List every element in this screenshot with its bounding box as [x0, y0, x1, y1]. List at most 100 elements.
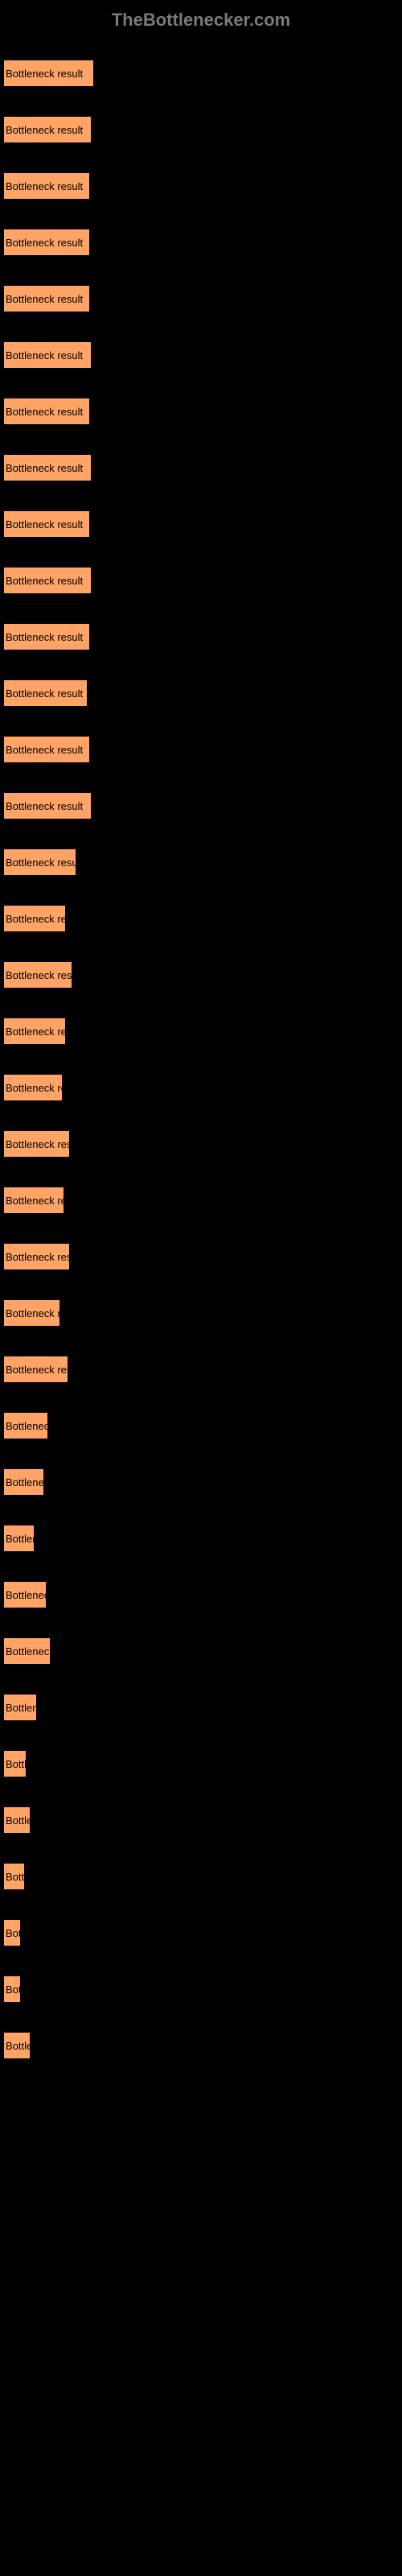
bar-row: Bottleneck result: [3, 1850, 399, 1890]
bar: Bottleneck result: [3, 341, 92, 369]
bar-text: Bottleneck result: [6, 1307, 60, 1319]
bar: Bottleneck result: [3, 2032, 31, 2059]
bar-row: Bottleneck result: [3, 1230, 399, 1270]
bar-text: Bottleneck result: [6, 180, 83, 192]
bar-row: Bottleneck result: [3, 1624, 399, 1665]
bar: Bottleneck result: [3, 1243, 70, 1270]
bar: Bottleneck result: [3, 1581, 47, 1608]
bar-row: Bottleneck result: [3, 159, 399, 200]
bar-label-above: [3, 159, 399, 171]
bar: Bottleneck result: [3, 1525, 35, 1552]
bar: Bottleneck result: [3, 1694, 37, 1721]
bar: Bottleneck result: [3, 172, 90, 200]
bar-row: Bottleneck result: [3, 1568, 399, 1608]
bar-text: Bottleneck result: [6, 1364, 68, 1376]
bar-row: Bottleneck result: [3, 1737, 399, 1777]
bar-text: Bottleneck result: [6, 1589, 47, 1601]
bar-text: Bottleneck result: [6, 1927, 21, 1939]
bar-text: Bottleneck result: [6, 1251, 70, 1263]
bar: Bottleneck result: [3, 116, 92, 143]
bar: Bottleneck result: [3, 736, 90, 763]
bar: Bottleneck result: [3, 1806, 31, 1834]
bar: Bottleneck result: [3, 285, 90, 312]
bar-text: Bottleneck result: [6, 800, 83, 812]
bar-text: Bottleneck result: [6, 1476, 44, 1488]
bar-label-above: [3, 554, 399, 565]
bar-label-above: [3, 1850, 399, 1861]
bar-label-above: [3, 103, 399, 114]
bar-row: Bottleneck result: [3, 836, 399, 876]
bar-text: Bottleneck result: [6, 969, 72, 981]
bar-label-above: [3, 779, 399, 791]
bar: Bottleneck result: [3, 848, 76, 876]
bar: Bottleneck result: [3, 623, 90, 650]
bar: Bottleneck result: [3, 1074, 63, 1101]
bar-label-above: [3, 836, 399, 847]
bar: Bottleneck result: [3, 1919, 21, 1946]
bar: Bottleneck result: [3, 792, 92, 819]
bar-label-above: [3, 1005, 399, 1016]
bar-label-above: [3, 1624, 399, 1636]
bar-row: Bottleneck result: [3, 1005, 399, 1045]
bar-row: Bottleneck result: [3, 723, 399, 763]
bar-label-above: [3, 1794, 399, 1805]
bar-row: Bottleneck result: [3, 1117, 399, 1158]
bar-text: Bottleneck result: [6, 1533, 35, 1545]
bar-label-above: [3, 385, 399, 396]
bar-row: Bottleneck result: [3, 1794, 399, 1834]
bar-text: Bottleneck result: [6, 2040, 31, 2052]
bar-row: Bottleneck result: [3, 667, 399, 707]
bar-label-above: [3, 948, 399, 960]
bar-row: Bottleneck result: [3, 272, 399, 312]
bar-text: Bottleneck result: [6, 913, 66, 925]
bar: Bottleneck result: [3, 1187, 64, 1214]
bar-text: Bottleneck result: [6, 462, 83, 474]
bar: Bottleneck result: [3, 1863, 25, 1890]
bar: Bottleneck result: [3, 1299, 60, 1327]
bar-label-above: [3, 272, 399, 283]
site-title: TheBottlenecker.com: [112, 10, 291, 30]
bar-text: Bottleneck result: [6, 293, 83, 305]
bar-row: Bottleneck result: [3, 216, 399, 256]
bar-text: Bottleneck result: [6, 1871, 25, 1883]
bar: Bottleneck result: [3, 60, 94, 87]
bar-row: Bottleneck result: [3, 497, 399, 538]
bar-label-above: [3, 216, 399, 227]
bar-chart: Bottleneck result Bottleneck result Bottle…: [0, 47, 402, 2059]
bar: Bottleneck result: [3, 679, 88, 707]
bar-row: Bottleneck result: [3, 1174, 399, 1214]
bar-text: Bottleneck result: [6, 857, 76, 869]
bar-text: Bottleneck result: [6, 575, 83, 587]
bar-row: Bottleneck result: [3, 1455, 399, 1496]
bar: Bottleneck result: [3, 1412, 48, 1439]
bar-label-above: [3, 1906, 399, 1918]
bar-row: Bottleneck result: [3, 47, 399, 87]
bar-label-above: [3, 1681, 399, 1692]
bar: Bottleneck result: [3, 1750, 27, 1777]
bar-text: Bottleneck result: [6, 406, 83, 418]
bar-row: Bottleneck result: [3, 1512, 399, 1552]
bar-text: Bottleneck result: [6, 1420, 48, 1432]
bar-label-above: [3, 497, 399, 509]
bar-row: Bottleneck result: [3, 554, 399, 594]
bar-label-above: [3, 2019, 399, 2030]
bar-text: Bottleneck result: [6, 1026, 66, 1038]
bar-text: Bottleneck result: [6, 744, 83, 756]
bar-text: Bottleneck result: [6, 1645, 51, 1657]
bar-row: Bottleneck result: [3, 441, 399, 481]
bar-label-above: [3, 1117, 399, 1129]
bar-text: Bottleneck result: [6, 1082, 63, 1094]
bar-label-above: [3, 1343, 399, 1354]
bar-label-above: [3, 892, 399, 903]
bar-label-above: [3, 1512, 399, 1523]
bar: Bottleneck result: [3, 905, 66, 932]
bar-row: Bottleneck result: [3, 948, 399, 989]
bar-row: Bottleneck result: [3, 328, 399, 369]
bar-label-above: [3, 667, 399, 678]
bar-row: Bottleneck result: [3, 1286, 399, 1327]
bar-label-above: [3, 1230, 399, 1241]
bar-text: Bottleneck result: [6, 1195, 64, 1207]
bar-row: Bottleneck result: [3, 892, 399, 932]
bar-row: Bottleneck result: [3, 1963, 399, 2003]
page-header: TheBottlenecker.com: [0, 0, 402, 47]
